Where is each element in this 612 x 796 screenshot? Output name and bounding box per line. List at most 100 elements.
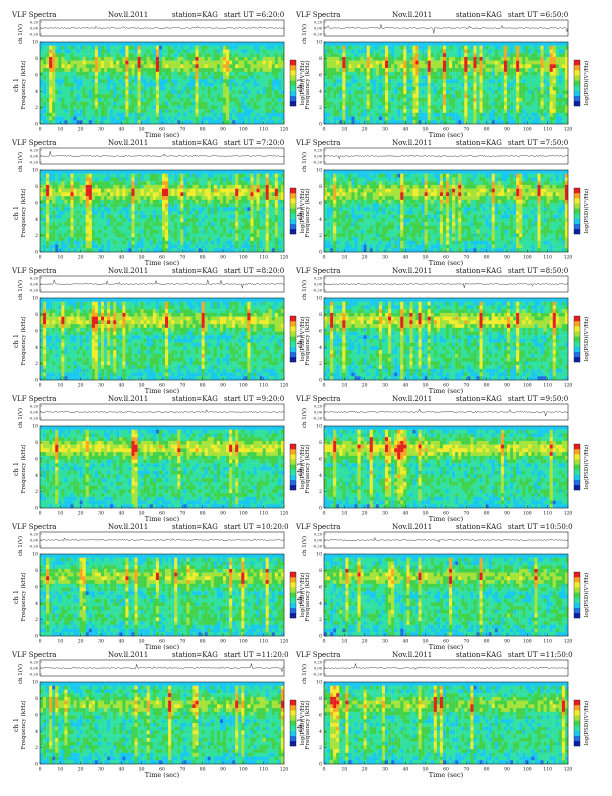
- spectrogram-cell: [138, 57, 141, 61]
- spectrogram-cell: [113, 46, 116, 50]
- spectrogram-cell: [425, 49, 428, 53]
- spectrogram-cell: [556, 113, 559, 117]
- spectrogram-cell: [205, 68, 208, 72]
- spectrogram-cell: [141, 200, 144, 204]
- spectrogram-cell: [394, 109, 397, 113]
- spectrogram-cell: [504, 83, 507, 87]
- spectrogram-cell: [263, 200, 266, 204]
- spectrogram-cell: [382, 113, 385, 117]
- spectrogram-cell: [467, 68, 470, 72]
- spectrogram-cell: [416, 76, 419, 80]
- spectrogram-cell: [263, 196, 266, 200]
- spectrogram-cell: [186, 177, 189, 181]
- spectrogram-cell: [67, 117, 70, 121]
- spectrogram-cell: [150, 79, 153, 83]
- spectrogram-cell: [220, 79, 223, 83]
- spectrogram-cell: [409, 68, 412, 72]
- spectrogram-cell: [162, 181, 165, 185]
- spectrogram-cell: [348, 83, 351, 87]
- spectrogram-cell: [174, 218, 177, 222]
- spectrogram-cell: [202, 61, 205, 65]
- spectrogram-cell: [89, 72, 92, 76]
- spectrogram-cell: [122, 83, 125, 87]
- spectrogram-cell: [492, 68, 495, 72]
- spectrogram-cell: [550, 105, 553, 109]
- spectrogram-cell: [260, 46, 263, 50]
- spectrogram-cell: [202, 196, 205, 200]
- spectrogram-cell: [92, 174, 95, 178]
- spectrogram-cell: [425, 109, 428, 113]
- spectrogram-cell: [486, 105, 489, 109]
- spectrogram-cell: [58, 87, 61, 91]
- panel-station: station=KAG: [172, 139, 218, 147]
- spectrogram-cell: [522, 102, 525, 106]
- spectrogram-cell: [382, 49, 385, 53]
- spectrogram-cell: [125, 61, 128, 65]
- waveform-tick-label: -0.20: [29, 161, 39, 165]
- spectrogram-cell: [113, 222, 116, 226]
- spectrogram-cell: [232, 57, 235, 61]
- spectrogram-cell: [141, 120, 144, 124]
- spectrogram-cell: [324, 49, 327, 53]
- spectrogram-cell: [495, 90, 498, 94]
- spectrogram-cell: [348, 68, 351, 72]
- spectrogram-cell: [480, 61, 483, 65]
- spectrogram-cell: [281, 189, 284, 193]
- spectrogram-cell: [458, 109, 461, 113]
- spectrogram-cell: [403, 46, 406, 50]
- spectrogram-cell: [470, 72, 473, 76]
- spectrogram-cell: [141, 87, 144, 91]
- spectrogram-cell: [440, 90, 443, 94]
- spectrogram-cell: [498, 94, 501, 98]
- spectrogram-cell: [74, 64, 77, 68]
- spectrogram-cell: [519, 57, 522, 61]
- spectrogram-cell: [269, 46, 272, 50]
- spectrogram-cell: [61, 200, 64, 204]
- spectrogram-cell: [43, 98, 46, 102]
- spectrogram-cell: [141, 181, 144, 185]
- spectrogram-cell: [361, 94, 364, 98]
- spectrogram-cell: [538, 94, 541, 98]
- spectrogram-cell: [119, 226, 122, 230]
- spectrogram-cell: [202, 174, 205, 178]
- spectrogram-cell: [428, 102, 431, 106]
- spectrogram-cell: [241, 177, 244, 181]
- spectrogram-cell: [257, 200, 260, 204]
- spectrogram-cell: [150, 57, 153, 61]
- spectrogram-cell: [278, 181, 281, 185]
- spectrogram-cell: [116, 222, 119, 226]
- spectrogram-cell: [174, 87, 177, 91]
- spectrogram-cell: [208, 120, 211, 124]
- spectrogram-cell: [382, 72, 385, 76]
- spectrogram-cell: [71, 98, 74, 102]
- spectrogram-cell: [189, 46, 192, 50]
- spectrogram-cell: [116, 226, 119, 230]
- spectrogram-cell: [440, 76, 443, 80]
- spectrogram-cell: [135, 109, 138, 113]
- spectrogram-cell: [422, 76, 425, 80]
- spectrogram-cell: [489, 117, 492, 121]
- spectrogram-cell: [89, 102, 92, 106]
- spectrogram-cell: [101, 61, 104, 65]
- spectrogram-cell: [266, 204, 269, 208]
- spectrogram-cell: [528, 98, 531, 102]
- spectrogram-cell: [119, 177, 122, 181]
- spectrogram-cell: [263, 94, 266, 98]
- spectrogram-cell: [458, 76, 461, 80]
- spectrogram-cell: [528, 90, 531, 94]
- spectrogram-cell: [150, 117, 153, 121]
- spectrogram-cell: [254, 192, 257, 196]
- spectrogram-cell: [269, 211, 272, 215]
- spectrogram-cell: [141, 49, 144, 53]
- spectrogram-cell: [150, 230, 153, 234]
- spectrogram-cell: [244, 79, 247, 83]
- spectrogram-cell: [177, 72, 180, 76]
- spectrogram-cell: [281, 105, 284, 109]
- spectrogram-cell: [257, 102, 260, 106]
- spectrogram-cell: [104, 117, 107, 121]
- spectrogram-cell: [86, 46, 89, 50]
- spectrogram-cell: [455, 76, 458, 80]
- spectrogram-cell: [525, 102, 528, 106]
- spectrogram-cell: [266, 181, 269, 185]
- spectrogram-cell: [232, 207, 235, 211]
